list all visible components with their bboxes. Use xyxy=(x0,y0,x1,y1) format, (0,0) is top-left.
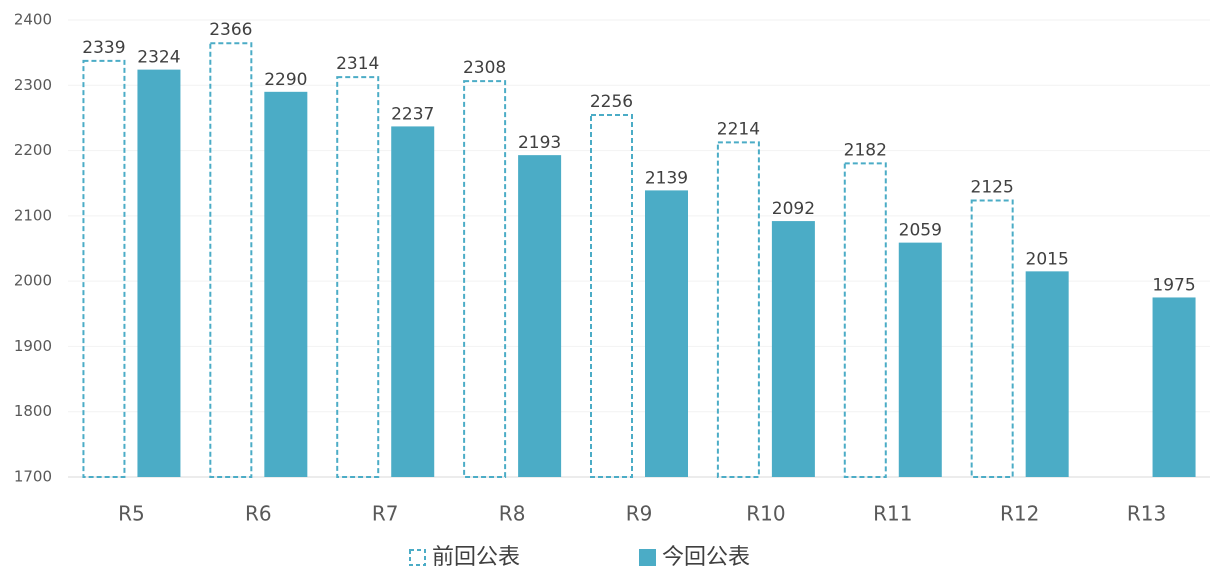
value-label: 2214 xyxy=(717,119,760,139)
bar xyxy=(970,199,1014,479)
bar xyxy=(771,221,815,477)
legend-label: 前回公表 xyxy=(432,545,520,570)
value-label: 2308 xyxy=(463,58,506,78)
y-tick-label: 2300 xyxy=(14,76,52,94)
bar xyxy=(264,91,308,478)
value-label: 2182 xyxy=(844,140,887,160)
value-label: 2059 xyxy=(899,221,942,241)
value-label: 1975 xyxy=(1152,275,1195,295)
value-label: 2339 xyxy=(82,38,125,58)
bar xyxy=(645,190,688,477)
value-label: 2139 xyxy=(645,168,688,188)
x-tick-label: R8 xyxy=(499,502,526,526)
bar xyxy=(716,141,760,478)
x-tick-label: R10 xyxy=(746,502,785,526)
bar xyxy=(1152,297,1196,477)
legend-label: 今回公表 xyxy=(662,545,750,570)
bar xyxy=(590,114,633,479)
x-tick-label: R6 xyxy=(245,502,272,526)
x-tick-label: R13 xyxy=(1127,502,1166,526)
bar xyxy=(82,59,126,479)
value-label: 2290 xyxy=(264,70,307,90)
y-tick-label: 2100 xyxy=(14,206,52,224)
y-tick-label: 1900 xyxy=(14,337,52,355)
bar xyxy=(391,126,435,477)
bar xyxy=(336,76,380,478)
value-label: 2256 xyxy=(590,92,633,112)
x-tick-label: R7 xyxy=(372,502,399,526)
value-label: 2125 xyxy=(971,178,1014,198)
x-tick-label: R11 xyxy=(873,502,912,526)
y-tick-label: 1700 xyxy=(14,468,52,486)
y-tick-label: 2200 xyxy=(14,141,52,159)
y-tick-label: 2000 xyxy=(14,272,52,290)
x-tick-label: R5 xyxy=(118,502,145,526)
value-label: 2314 xyxy=(336,54,379,74)
x-tick-label: R9 xyxy=(626,502,653,526)
bar xyxy=(518,155,562,478)
x-tick-label: R12 xyxy=(1000,502,1039,526)
y-tick-label: 1800 xyxy=(14,402,52,420)
legend-swatch xyxy=(639,549,656,566)
bar xyxy=(137,69,181,478)
bar xyxy=(843,162,887,479)
bar xyxy=(1025,271,1069,477)
legend-swatch xyxy=(409,549,426,566)
value-label: 2324 xyxy=(137,48,180,68)
value-label: 2092 xyxy=(772,199,815,219)
bar xyxy=(209,42,253,478)
value-label: 2237 xyxy=(391,104,434,124)
value-label: 2193 xyxy=(518,133,561,153)
y-tick-label: 2400 xyxy=(14,11,52,29)
value-label: 2366 xyxy=(209,20,252,40)
bar xyxy=(898,242,942,477)
bar xyxy=(463,80,507,478)
value-label: 2015 xyxy=(1026,249,1069,269)
